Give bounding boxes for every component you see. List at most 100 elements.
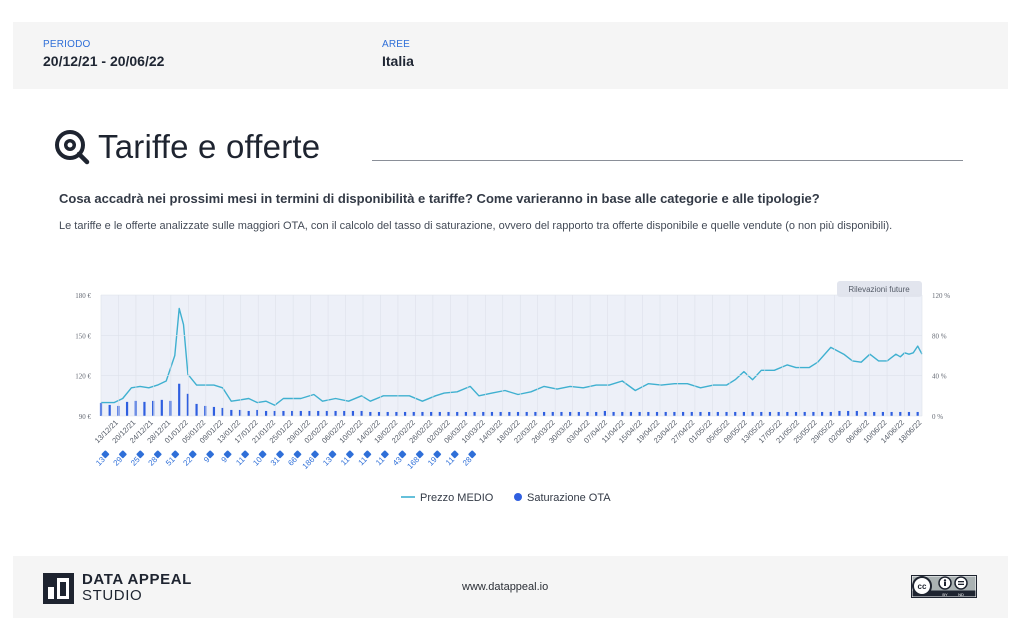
saturation-bar <box>768 411 772 416</box>
saturation-bar <box>160 399 163 416</box>
saturation-bar <box>708 411 711 416</box>
link-icon <box>398 450 407 459</box>
website-link[interactable]: www.datappeal.io <box>462 581 549 593</box>
link-icon <box>363 450 372 459</box>
y-left-tick: 150 € <box>75 332 91 340</box>
link-icon <box>293 450 302 459</box>
price-line <box>101 307 923 406</box>
saturation-bar <box>377 411 381 416</box>
price-saturation-chart: Rilevazioni future 180 € 150 € 120 € 90 € 12… <box>75 281 950 504</box>
saturation-bar <box>838 410 841 416</box>
saturation-bar <box>369 411 372 416</box>
saturation-bar <box>525 411 528 416</box>
legend-saturation-label: Saturazione OTA <box>527 492 611 504</box>
saturation-bar <box>360 410 363 416</box>
saturation-bar <box>204 405 207 416</box>
section-title-block: Tariffe e offerte <box>54 127 320 167</box>
saturation-bar <box>351 410 355 416</box>
saturation-bar <box>907 411 911 416</box>
plot-area: Rilevazioni future <box>101 281 922 416</box>
saturation-bar <box>273 410 276 416</box>
brand-subname: STUDIO <box>82 587 143 604</box>
link-icon <box>346 450 354 459</box>
search-tag-icon <box>55 130 90 165</box>
saturation-bar <box>820 411 824 416</box>
legend-dot-swatch <box>514 493 522 501</box>
saturation-bar <box>629 411 633 416</box>
saturation-bar <box>516 411 520 416</box>
period-value: 20/12/21 - 20/06/22 <box>43 53 165 69</box>
areas-label: AREE <box>382 39 411 50</box>
saturation-bar <box>560 411 563 416</box>
page-title: Tariffe e offerte <box>98 128 321 165</box>
saturation-bar <box>473 411 476 416</box>
saturation-bar <box>317 410 320 416</box>
saturation-bar <box>647 411 650 416</box>
x-event-link: 9 <box>220 455 230 465</box>
link-icon <box>119 450 127 459</box>
y-left-tick: 180 € <box>75 292 91 300</box>
link-icon <box>433 450 442 459</box>
saturation-bar <box>195 403 198 416</box>
saturation-bar <box>699 411 702 416</box>
x-event-link: 9 <box>202 455 212 465</box>
svg-text:BY: BY <box>942 592 948 597</box>
future-badge <box>837 281 922 297</box>
saturation-bar <box>803 411 806 416</box>
saturation-bar <box>664 411 667 416</box>
y-left-tick: 120 € <box>75 373 91 381</box>
saturation-bar <box>482 411 485 416</box>
saturation-bar <box>855 410 858 416</box>
saturation-bar <box>212 406 216 416</box>
saturation-bar <box>282 410 285 416</box>
y-right-tick: 40 % <box>932 373 947 381</box>
saturation-bar <box>794 411 798 416</box>
saturation-bar <box>777 411 780 416</box>
saturation-bar <box>490 411 494 416</box>
link-icon <box>328 450 337 459</box>
saturation-bar <box>386 411 389 416</box>
report-header <box>13 22 1008 89</box>
saturation-bar <box>186 393 189 416</box>
saturation-bar <box>621 411 624 416</box>
saturation-bar <box>421 411 424 416</box>
saturation-bar <box>230 409 233 416</box>
section-question: Cosa accadrà nei prossimi mesi in termin… <box>59 191 820 206</box>
saturation-bar <box>829 411 832 416</box>
saturation-bar <box>395 411 398 416</box>
saturation-bar <box>256 409 259 416</box>
saturation-bar <box>169 400 172 416</box>
saturation-bar <box>595 411 598 416</box>
saturation-bar <box>334 410 337 416</box>
link-icon <box>223 450 232 459</box>
price-series-line <box>101 307 923 406</box>
saturation-bar <box>638 411 641 416</box>
saturation-bar <box>343 410 346 416</box>
saturation-bar <box>221 407 224 416</box>
saturation-bar <box>299 410 302 416</box>
period-label: PERIODO <box>43 39 91 50</box>
saturation-bar <box>916 411 919 416</box>
link-icon <box>101 450 110 459</box>
saturation-bar <box>238 409 242 416</box>
svg-text:ND: ND <box>958 592 964 597</box>
saturation-bar <box>430 411 433 416</box>
saturation-bar <box>681 411 685 416</box>
legend-price-label: Prezzo MEDIO <box>420 492 494 504</box>
saturation-bar <box>542 411 546 416</box>
brand-name: DATA APPEAL <box>82 571 192 588</box>
saturation-bar <box>655 411 659 416</box>
link-icon <box>136 450 145 459</box>
saturation-bar <box>412 411 415 416</box>
saturation-bar <box>178 383 181 416</box>
link-icon <box>188 450 197 459</box>
saturation-bar <box>264 410 268 416</box>
y-right-tick: 120 % <box>932 292 950 300</box>
future-label: Rilevazioni future <box>848 285 910 294</box>
cc-license-badge-icon: cc BY ND <box>911 575 977 598</box>
section-description: Le tariffe e le offerte analizzate sulle… <box>59 220 893 232</box>
saturation-bar <box>864 411 867 416</box>
areas-value: Italia <box>382 53 414 69</box>
saturation-bar <box>247 410 250 416</box>
link-icon <box>276 450 284 459</box>
